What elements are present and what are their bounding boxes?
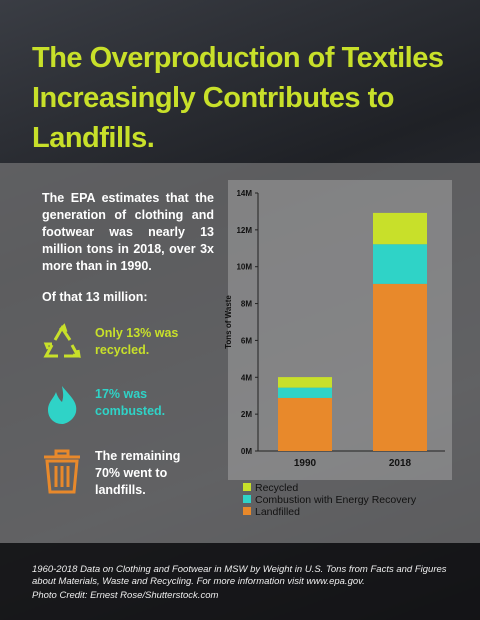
- y-tick-label: 2M: [241, 410, 252, 419]
- y-tick-label: 4M: [241, 373, 252, 382]
- footer: [0, 543, 480, 620]
- legend-swatch: [243, 507, 251, 515]
- title: The Overproduction of Textiles Increasin…: [32, 42, 444, 154]
- y-axis-title: Tons of Waste: [224, 295, 233, 349]
- y-tick-label: 12M: [236, 226, 252, 235]
- bar-segment: [278, 377, 332, 388]
- y-tick-label: 0M: [241, 447, 252, 456]
- x-tick-label: 2018: [389, 458, 412, 469]
- bar-segment: [373, 212, 427, 245]
- subhead: Of that 13 million:: [42, 290, 148, 304]
- y-tick-label: 14M: [236, 189, 252, 198]
- intro-text: The EPA estimates that the generation of…: [42, 191, 214, 273]
- flame-icon: [48, 386, 77, 424]
- bar-segment: [373, 244, 427, 284]
- bar-segment: [373, 283, 427, 451]
- source-note: 1960-2018 Data on Clothing and Footwear …: [32, 564, 447, 587]
- fact-landfilled: The remaining 70% went to landfills.: [95, 449, 181, 497]
- legend-swatch: [243, 495, 251, 503]
- legend-label: Combustion with Energy Recovery: [255, 494, 417, 506]
- x-tick-label: 1990: [294, 458, 317, 469]
- bar-segment: [278, 397, 332, 451]
- recycle-icon: [43, 323, 81, 358]
- trash-icon: [44, 449, 80, 494]
- legend-label: Landfilled: [255, 506, 300, 518]
- bar-segment: [278, 387, 332, 398]
- fact-combusted: 17% was combusted.: [95, 387, 166, 418]
- y-tick-label: 6M: [241, 336, 252, 345]
- photo-credit: Photo Credit: Ernest Rose/Shutterstock.c…: [32, 590, 219, 601]
- y-tick-label: 8M: [241, 300, 252, 309]
- fact-recycled: Only 13% was recycled.: [95, 326, 179, 357]
- chart: 0M 2M 4M 6M 8M 10M 12M 14M Tons of Waste 1990 2018…: [224, 189, 445, 518]
- legend-label: Recycled: [255, 482, 298, 494]
- y-tick-label: 10M: [236, 263, 252, 272]
- legend-swatch: [243, 483, 251, 491]
